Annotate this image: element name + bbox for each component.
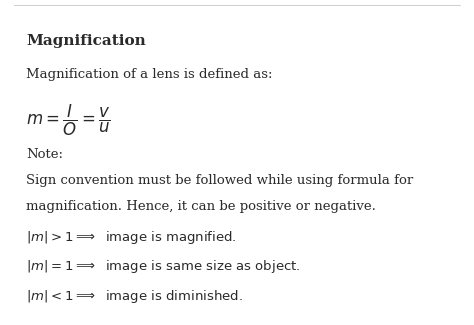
Text: Magnification: Magnification xyxy=(26,34,146,48)
Text: magnification. Hence, it can be positive or negative.: magnification. Hence, it can be positive… xyxy=(26,200,376,213)
Text: $|m| = 1 \Longrightarrow$  image is same size as object.: $|m| = 1 \Longrightarrow$ image is same … xyxy=(26,258,301,275)
Text: Sign convention must be followed while using formula for: Sign convention must be followed while u… xyxy=(26,174,413,187)
Text: $|m| < 1 \Longrightarrow$  image is diminished.: $|m| < 1 \Longrightarrow$ image is dimin… xyxy=(26,288,243,305)
Text: Note:: Note: xyxy=(26,148,63,161)
Text: Magnification of a lens is defined as:: Magnification of a lens is defined as: xyxy=(26,68,273,81)
Text: $|m| > 1 \Longrightarrow$  image is magnified.: $|m| > 1 \Longrightarrow$ image is magni… xyxy=(26,229,237,246)
Text: $m = \dfrac{I}{O} = \dfrac{v}{u}$: $m = \dfrac{I}{O} = \dfrac{v}{u}$ xyxy=(26,102,111,137)
